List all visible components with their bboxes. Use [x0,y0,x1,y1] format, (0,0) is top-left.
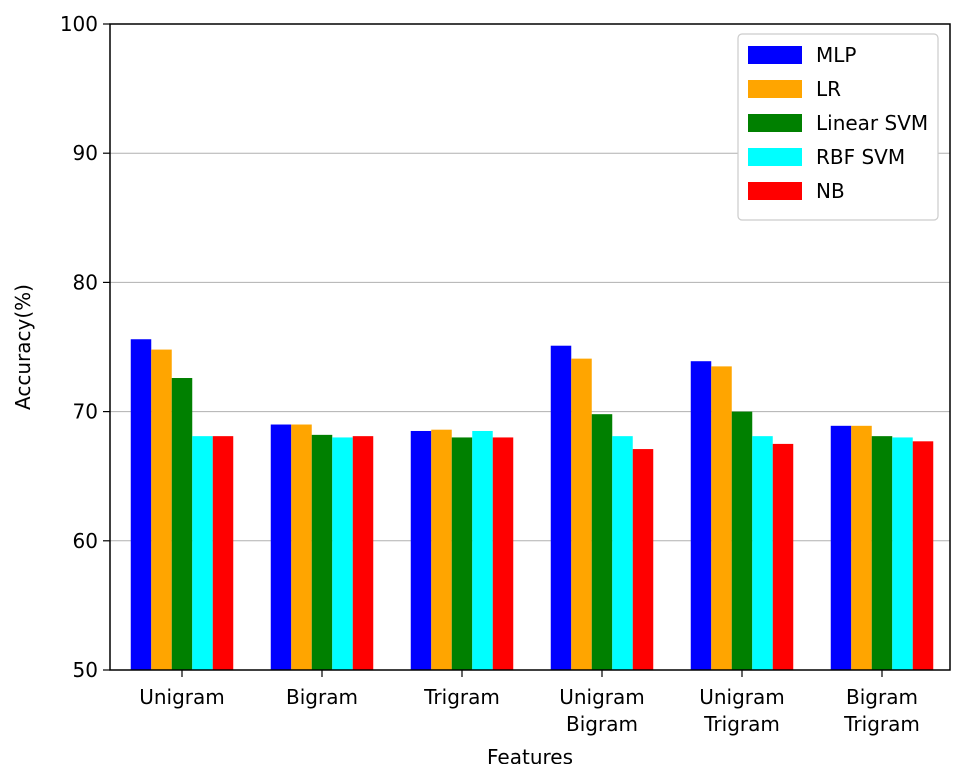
legend-swatch [748,182,802,200]
bar [892,437,913,670]
legend-label: Linear SVM [816,111,928,135]
bar [332,437,353,670]
axes [109,23,951,671]
bar [451,437,473,670]
legend-label: MLP [816,43,856,67]
x-tick-label: Trigram [423,685,500,709]
y-tick-label: 90 [73,141,98,165]
bar [171,378,193,670]
y-axis-title: Accuracy(%) [11,284,35,410]
x-tick-label: Trigram [843,712,920,736]
legend-label: RBF SVM [816,145,905,169]
bar [311,434,333,670]
bar [212,436,234,670]
bar [731,411,753,670]
x-tick-label: Unigram [559,685,645,709]
bar [851,425,872,670]
bar [711,366,732,670]
bar [492,437,514,670]
bar [472,430,493,670]
x-axis-ticks: Unigram Bigram Trigram Unigram Bigram Unigram… [139,670,920,736]
bar [772,443,794,670]
bar [130,339,152,670]
x-tick-label: Unigram [699,685,785,709]
bar [431,429,452,670]
y-tick-label: 50 [73,658,98,682]
bar [571,358,592,670]
legend-swatch [748,114,802,132]
bar [291,424,312,670]
x-tick-label: Unigram [139,685,225,709]
x-tick-label: Trigram [703,712,780,736]
legend-swatch [748,80,802,98]
y-tick-label: 70 [73,400,98,424]
bar [270,424,292,670]
bar [151,349,172,670]
legend-label: NB [816,179,845,203]
y-tick-label: 60 [73,529,98,553]
bar [612,436,633,670]
y-tick-label: 100 [60,12,98,36]
bar [752,436,773,670]
x-tick-label: Bigram [286,685,358,709]
bar [632,449,654,670]
bar [871,436,893,670]
bar [830,425,852,670]
bar [550,345,572,670]
y-axis-ticks: 50 60 70 80 90 100 [60,12,110,682]
bar [690,361,712,670]
x-tick-label: Bigram [846,685,918,709]
bar [192,436,213,670]
bar [410,430,432,670]
legend-swatch [748,148,802,166]
x-axis-title: Features [487,745,573,764]
bar [912,441,934,670]
bar [352,436,374,670]
bars [130,339,934,670]
x-tick-label: Bigram [566,712,638,736]
legend: MLP LR Linear SVM RBF SVM NB [737,33,939,221]
plot-frame [109,23,951,671]
legend-swatch [748,46,802,64]
bar [591,414,613,670]
y-tick-label: 80 [73,270,98,294]
legend-label: LR [816,77,841,101]
